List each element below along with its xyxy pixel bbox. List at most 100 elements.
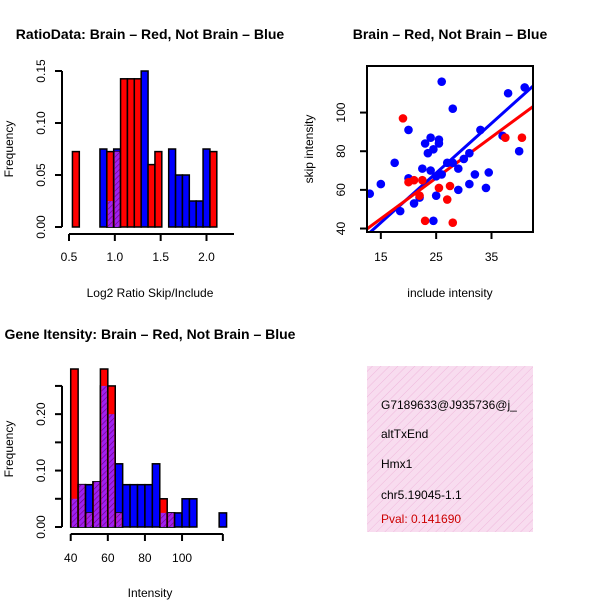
scatter-y-tick-label: 100 bbox=[334, 102, 348, 122]
ratio-bar-not-brain bbox=[202, 148, 211, 228]
scatter-point-not-brain bbox=[418, 164, 427, 173]
scatter-xlabel: include intensity bbox=[407, 286, 492, 300]
scatter-point-not-brain bbox=[437, 170, 447, 179]
scatter-point-not-brain bbox=[503, 88, 513, 98]
scatter-point-brain bbox=[418, 175, 427, 185]
ratio-bar-brain bbox=[147, 163, 156, 228]
scatter-point-not-brain bbox=[520, 83, 529, 92]
scatter-point-not-brain bbox=[459, 154, 469, 164]
scatter-point-brain bbox=[409, 175, 419, 185]
intensity-x-tick-label: 100 bbox=[172, 551, 192, 565]
ratio-histogram-ylabel: Frequency bbox=[2, 121, 16, 178]
scatter-point-not-brain bbox=[465, 148, 474, 158]
scatter-point-not-brain bbox=[448, 104, 458, 114]
scatter-x-tick-label: 35 bbox=[485, 250, 499, 264]
intensity-bar-overlap-hatch bbox=[86, 512, 92, 527]
ratio-histogram-title: RatioData: Brain – Red, Not Brain – Blue bbox=[16, 26, 285, 42]
ratio-histogram-xlabel: Log2 Ratio Skip/Include bbox=[87, 286, 214, 300]
ratio-y-tick-label: 0.00 bbox=[34, 215, 48, 239]
ratio-x-tick-label: 2.0 bbox=[198, 250, 215, 264]
scatter-point-not-brain bbox=[484, 168, 494, 177]
scatter-point-not-brain bbox=[437, 77, 447, 86]
scatter-y-tick-label: 60 bbox=[334, 183, 348, 197]
intensity-bar-not-brain bbox=[129, 483, 139, 528]
info-panel-background bbox=[367, 366, 533, 532]
ratio-bar-brain bbox=[154, 150, 163, 228]
fit-line-brain bbox=[367, 105, 533, 231]
scatter-point-not-brain bbox=[431, 191, 441, 200]
scatter-point-brain bbox=[420, 216, 430, 226]
intensity-x-tick-label: 40 bbox=[64, 551, 78, 565]
scatter-point-brain bbox=[517, 133, 527, 142]
ratio-bar-brain bbox=[133, 78, 142, 228]
info-location: chr5.19045-1.1 bbox=[381, 488, 462, 502]
scatter-point-not-brain bbox=[420, 139, 430, 148]
intensity-x-tick-label: 60 bbox=[101, 551, 115, 565]
ratio-bar-brain bbox=[119, 78, 129, 228]
scatter-point-not-brain bbox=[465, 179, 474, 189]
info-event-type: altTxEnd bbox=[381, 427, 428, 441]
info-gene-symbol: Hmx1 bbox=[381, 457, 413, 471]
scatter-point-not-brain bbox=[481, 183, 491, 193]
ratio-bar-not-brain bbox=[195, 200, 204, 228]
scatter-ticks: 15 25 35 40 60 80 100 bbox=[334, 102, 498, 264]
info-panel: G7189633@J935736@j_ altTxEnd Hmx1 chr5.1… bbox=[367, 366, 533, 532]
intensity-scatter-plot: Brain – Red, Not Brain – Blue include in… bbox=[302, 26, 547, 300]
scatter-y-tick-label: 80 bbox=[334, 144, 348, 158]
ratio-bar-not-brain bbox=[140, 70, 149, 228]
scatter-point-not-brain bbox=[395, 206, 405, 216]
ratio-bar-overlap-hatch bbox=[107, 201, 113, 227]
ratio-x-tick-label: 1.0 bbox=[106, 250, 123, 264]
ratio-histogram-ticks: 0.5 1.0 1.5 2.0 0.00 0.05 0.10 0.15 bbox=[34, 59, 234, 264]
ratio-bar-brain bbox=[71, 150, 81, 228]
ratio-histogram: RatioData: Brain – Red, Not Brain – Blue… bbox=[2, 26, 284, 300]
intensity-bar-overlap-hatch bbox=[71, 498, 78, 527]
intensity-bar-not-brain bbox=[136, 483, 146, 528]
scatter-point-not-brain bbox=[429, 216, 438, 226]
intensity-bar-not-brain bbox=[173, 512, 183, 528]
intensity-y-tick-label: 0.00 bbox=[34, 515, 48, 539]
scatter-point-not-brain bbox=[426, 133, 435, 142]
scatter-point-not-brain bbox=[426, 166, 435, 175]
scatter-point-not-brain bbox=[390, 158, 399, 168]
ratio-bar-not-brain bbox=[99, 148, 108, 228]
intensity-bar-not-brain bbox=[188, 498, 198, 528]
scatter-point-not-brain bbox=[434, 135, 444, 144]
ratio-bar-overlap-hatch bbox=[114, 151, 120, 227]
scatter-point-brain bbox=[442, 195, 452, 204]
intensity-bar-overlap-hatch bbox=[101, 385, 107, 527]
intensity-bar-not-brain bbox=[144, 483, 154, 528]
intensity-histogram-ylabel: Frequency bbox=[2, 421, 16, 478]
ratio-bar-brain bbox=[126, 78, 136, 228]
scatter-point-brain bbox=[398, 114, 408, 123]
scatter-point-brain bbox=[434, 183, 444, 193]
ratio-histogram-bars bbox=[71, 70, 218, 228]
ratio-bar-not-brain bbox=[188, 200, 197, 228]
intensity-bar-overlap-hatch bbox=[108, 414, 115, 527]
scatter-point-brain bbox=[448, 218, 458, 228]
scatter-point-not-brain bbox=[454, 164, 463, 173]
scatter-title: Brain – Red, Not Brain – Blue bbox=[353, 26, 548, 42]
scatter-point-not-brain bbox=[376, 179, 386, 189]
intensity-bar-overlap-hatch bbox=[116, 512, 122, 527]
scatter-point-not-brain bbox=[454, 185, 463, 195]
ratio-x-tick-label: 1.5 bbox=[152, 250, 169, 264]
ratio-y-tick-label: 0.05 bbox=[34, 163, 48, 187]
scatter-point-not-brain bbox=[448, 158, 458, 168]
intensity-bar-not-brain bbox=[121, 483, 131, 528]
intensity-bar-not-brain bbox=[218, 512, 228, 528]
scatter-y-tick-label: 40 bbox=[334, 222, 348, 236]
scatter-point-not-brain bbox=[367, 189, 375, 199]
scatter-point-not-brain bbox=[476, 125, 485, 135]
intensity-bar-overlap-hatch bbox=[79, 484, 85, 527]
intensity-histogram-bars bbox=[69, 368, 228, 528]
scatter-point-brain bbox=[501, 133, 510, 142]
scatter-marks bbox=[367, 77, 533, 232]
scatter-point-not-brain bbox=[404, 125, 413, 135]
scatter-point-not-brain bbox=[514, 146, 524, 156]
info-pval: Pval: 0.141690 bbox=[381, 512, 461, 526]
ratio-y-tick-label: 0.10 bbox=[34, 111, 48, 135]
scatter-plot-frame bbox=[366, 65, 534, 233]
ratio-bar-not-brain bbox=[181, 174, 191, 228]
